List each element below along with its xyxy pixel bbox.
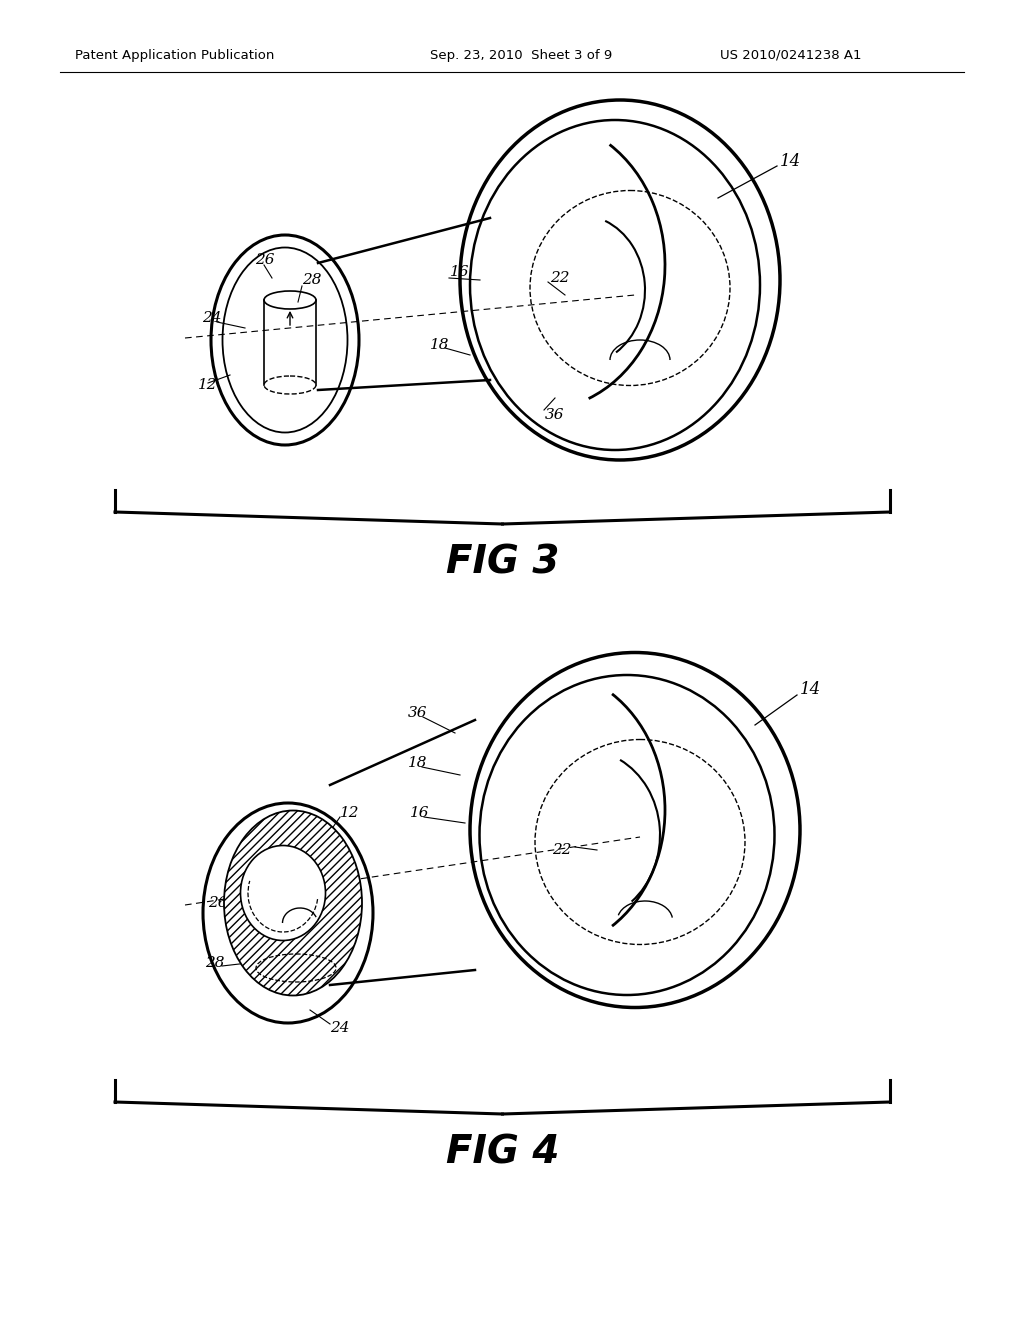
Text: FIG 4: FIG 4 (445, 1133, 559, 1171)
Text: 28: 28 (302, 273, 322, 286)
Text: 36: 36 (545, 408, 564, 422)
Text: US 2010/0241238 A1: US 2010/0241238 A1 (720, 49, 861, 62)
Text: 36: 36 (408, 706, 427, 719)
Text: 26: 26 (255, 253, 274, 267)
Text: 12: 12 (340, 807, 359, 820)
Text: Sep. 23, 2010  Sheet 3 of 9: Sep. 23, 2010 Sheet 3 of 9 (430, 49, 612, 62)
Text: 16: 16 (450, 265, 469, 279)
Text: 24: 24 (330, 1020, 349, 1035)
Text: 26: 26 (208, 896, 227, 909)
Text: 18: 18 (430, 338, 450, 352)
Text: Patent Application Publication: Patent Application Publication (75, 49, 274, 62)
Text: 28: 28 (205, 956, 224, 970)
Text: FIG 3: FIG 3 (445, 543, 559, 581)
Ellipse shape (224, 810, 362, 995)
Text: 12: 12 (198, 378, 217, 392)
Text: 14: 14 (800, 681, 821, 698)
Text: 22: 22 (553, 843, 572, 857)
Text: 16: 16 (410, 807, 429, 820)
Text: 18: 18 (408, 756, 427, 770)
Ellipse shape (241, 846, 326, 940)
Text: 14: 14 (780, 153, 801, 170)
Text: 22: 22 (550, 271, 569, 285)
Text: 24: 24 (202, 312, 221, 325)
